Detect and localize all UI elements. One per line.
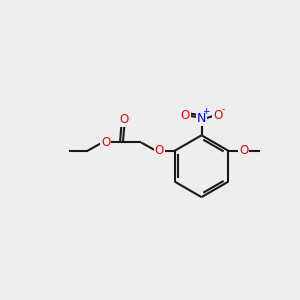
Text: O: O xyxy=(120,113,129,126)
Text: O: O xyxy=(213,109,222,122)
Text: +: + xyxy=(202,107,209,116)
Text: -: - xyxy=(221,106,225,115)
Text: O: O xyxy=(239,144,248,157)
Text: O: O xyxy=(101,136,110,149)
Text: O: O xyxy=(181,109,190,122)
Text: N: N xyxy=(197,112,206,125)
Text: O: O xyxy=(155,144,164,157)
